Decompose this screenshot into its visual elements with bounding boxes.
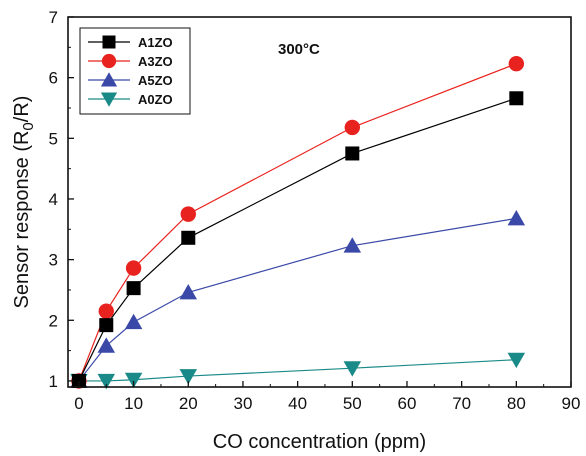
legend-item-a5zo: A5ZO (88, 72, 173, 88)
data-point (508, 56, 525, 72)
data-point (124, 313, 143, 330)
x-tick-label: 90 (562, 394, 581, 413)
series-layer (70, 56, 526, 390)
series-line (78, 97, 517, 382)
y-tick-label: 4 (49, 190, 58, 209)
x-axis-title: CO concentration (ppm) (213, 431, 426, 453)
legend-marker (100, 72, 118, 87)
x-tick-label: 50 (343, 394, 362, 413)
data-point (99, 318, 114, 333)
y-tick-label: 7 (49, 8, 58, 27)
series-a5zo (70, 209, 526, 388)
data-point (343, 361, 362, 377)
legend-marker (101, 53, 117, 69)
series-line (78, 359, 517, 382)
y-axis-title-main: Sensor response (R (11, 131, 33, 309)
legend-marker (100, 92, 118, 107)
data-point (181, 230, 196, 245)
legend-item-a1zo: A1ZO (88, 35, 173, 50)
x-tick-label: 30 (233, 394, 252, 413)
data-point (180, 206, 196, 222)
x-tick-label: 20 (179, 394, 198, 413)
data-point (71, 373, 86, 388)
legend-box (79, 27, 191, 115)
x-tick-label: 10 (124, 394, 143, 413)
data-point (345, 146, 360, 161)
y-axis-title: Sensor response (R0/R) (11, 96, 37, 309)
legend-label: A1ZO (138, 35, 173, 50)
data-point (97, 373, 116, 390)
data-point (124, 372, 143, 389)
x-tick-label: 40 (288, 394, 307, 413)
x-tick-label: 80 (507, 394, 526, 413)
legend-item-a3zo: A3ZO (88, 53, 173, 69)
legend: A1ZO A3ZO A5ZO A0ZO (79, 27, 191, 115)
data-point (179, 283, 198, 300)
y-tick-label: 2 (49, 311, 58, 330)
data-point (179, 369, 198, 385)
data-point (125, 260, 142, 276)
data-point (98, 303, 114, 319)
temperature-annotation: 300°C (278, 41, 320, 58)
y-axis-title-subscript: 0 (20, 122, 37, 130)
data-point (344, 119, 361, 136)
y-tick-label: 5 (49, 129, 58, 148)
x-tick-label: 0 (74, 394, 83, 413)
series-line (78, 217, 517, 382)
data-point (97, 337, 116, 353)
legend-item-a0zo: A0ZO (88, 92, 173, 107)
y-tick-label: 6 (49, 69, 58, 88)
ticks-layer: 0 10 20 30 40 50 60 70 80 90 1 2 3 4 5 6 7 (49, 8, 581, 413)
legend-label: A5ZO (138, 73, 173, 88)
data-point (343, 237, 362, 253)
legend-label: A3ZO (138, 54, 173, 69)
x-tick-label: 60 (398, 394, 417, 413)
legend-marker (102, 35, 116, 49)
legend-label: A0ZO (138, 92, 173, 107)
series-a1zo (71, 91, 524, 388)
data-point (509, 91, 524, 106)
plot-frame (67, 16, 572, 388)
data-point (126, 281, 141, 296)
y-tick-label: 3 (49, 251, 58, 270)
x-tick-label: 70 (452, 394, 471, 413)
data-point (507, 209, 526, 226)
data-point (507, 352, 526, 369)
y-tick-label: 1 (49, 372, 58, 391)
y-axis-title-tail: /R) (11, 96, 33, 123)
